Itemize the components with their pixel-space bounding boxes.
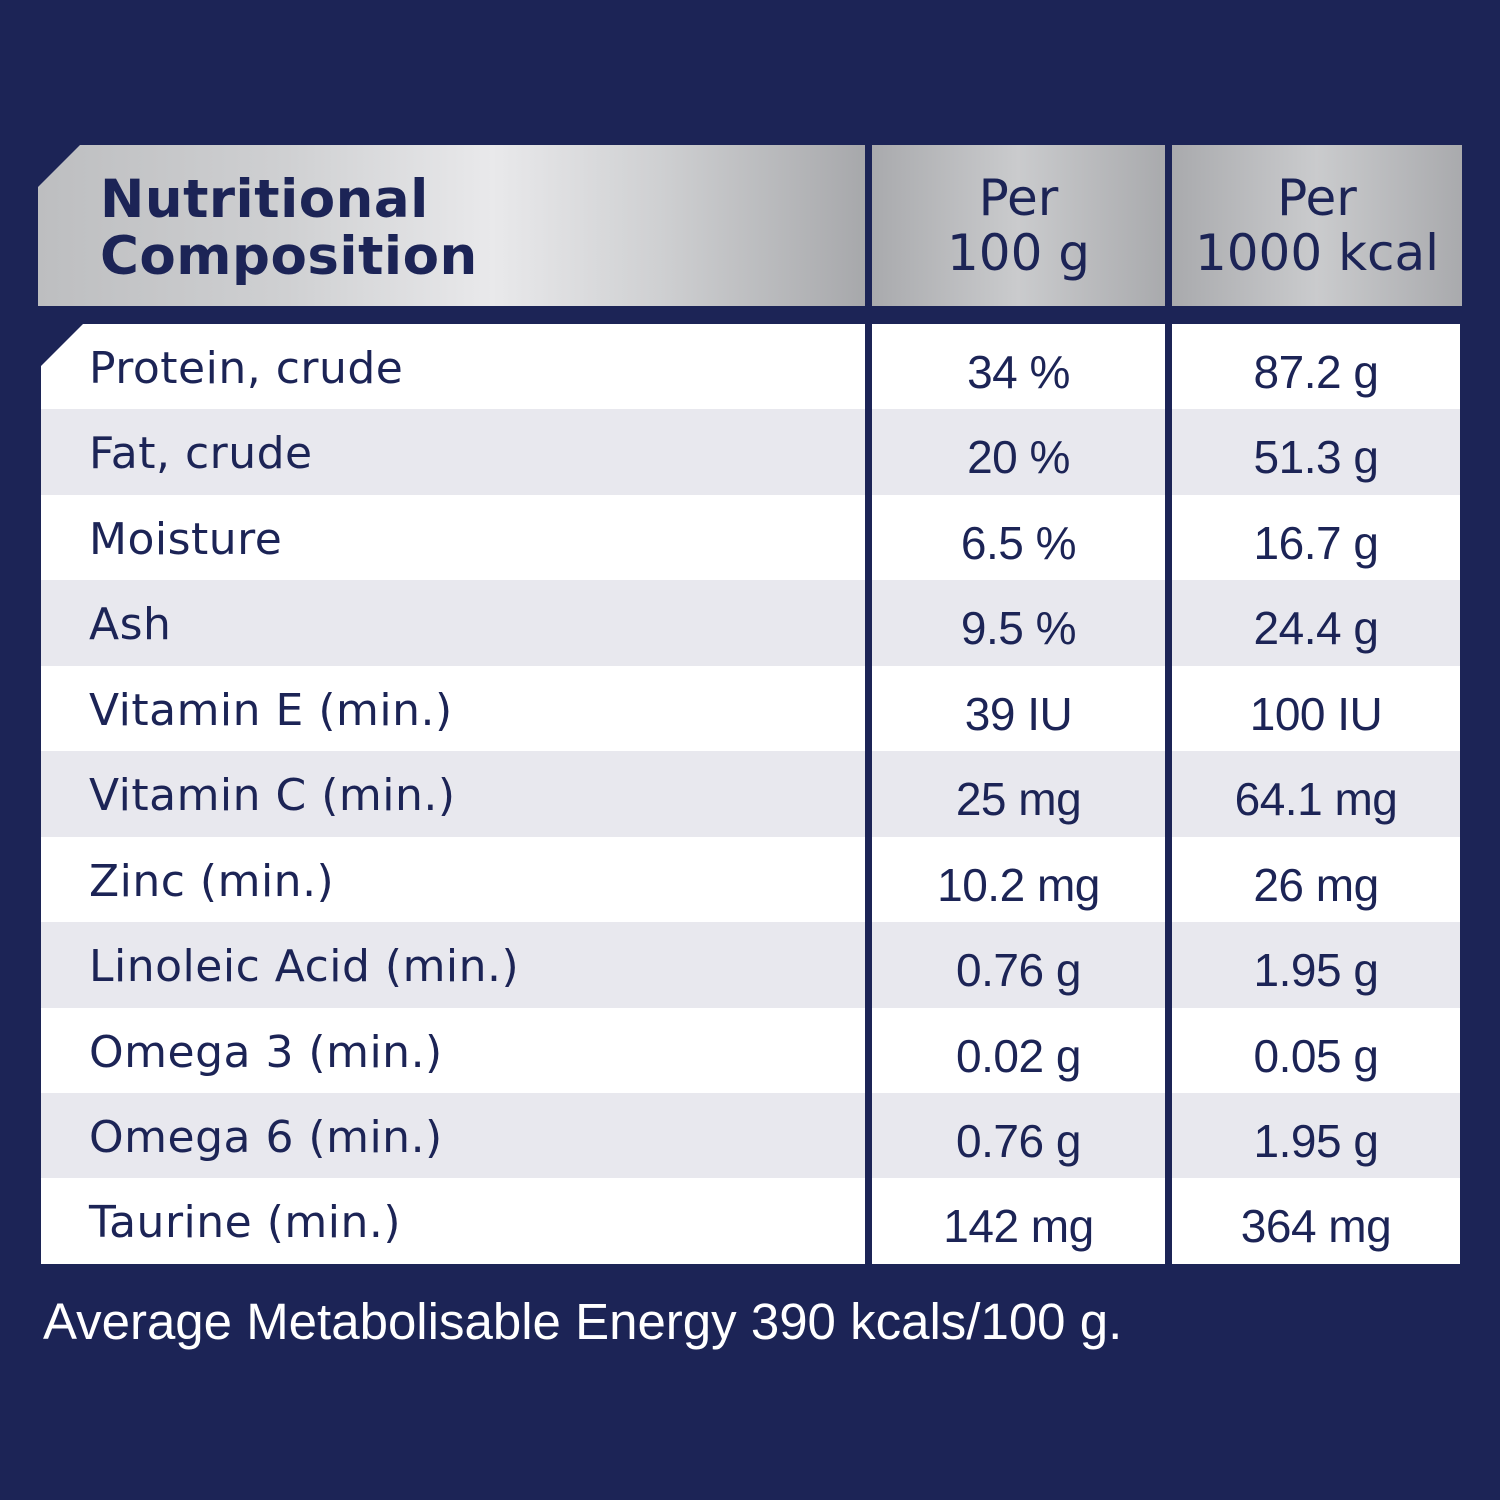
- header-title-line1: Nutritional: [100, 169, 429, 230]
- header-per-100g-line2: 100 g: [946, 224, 1091, 282]
- value-per-100g: 9.5 %: [872, 580, 1165, 666]
- nutrient-name: Taurine (min.): [41, 1178, 865, 1264]
- header-nutritional-composition: Nutritional Composition: [38, 145, 865, 306]
- value-per-100g: 39 IU: [872, 665, 1165, 752]
- nutrient-name: Zinc (min.): [41, 836, 865, 923]
- nutrient-name: Omega 6 (min.): [41, 1092, 865, 1179]
- value-per-1000kcal: 87.2 g: [1172, 324, 1460, 410]
- value-per-100g: 142 mg: [872, 1178, 1165, 1264]
- header-per-1000kcal: Per 1000 kcal: [1172, 145, 1462, 306]
- value-per-100g: 34 %: [872, 324, 1165, 410]
- nutrient-name-column: Protein, crude Fat, crude Moisture Ash V…: [41, 324, 865, 1264]
- value-per-1000kcal: 1.95 g: [1172, 1092, 1460, 1179]
- value-per-100g: 10.2 mg: [872, 836, 1165, 923]
- value-per-100g: 25 mg: [872, 751, 1165, 837]
- value-per-1000kcal: 24.4 g: [1172, 580, 1460, 666]
- nutrient-name: Ash: [41, 580, 865, 666]
- header-per-1000kcal-line1: Per: [1277, 169, 1357, 227]
- value-per-100g: 0.76 g: [872, 922, 1165, 1008]
- per-1000kcal-column: 87.2 g 51.3 g 16.7 g 24.4 g 100 IU 64.1 …: [1172, 324, 1460, 1264]
- header-per-100g-line1: Per: [978, 169, 1059, 227]
- value-per-100g: 20 %: [872, 409, 1165, 495]
- value-per-1000kcal: 0.05 g: [1172, 1007, 1460, 1093]
- value-per-100g: 0.76 g: [872, 1092, 1165, 1179]
- nutrient-name: Protein, crude: [41, 324, 865, 410]
- nutrient-name: Moisture: [41, 494, 865, 581]
- header-per-1000kcal-line2: 1000 kcal: [1194, 224, 1440, 282]
- value-per-1000kcal: 1.95 g: [1172, 922, 1460, 1008]
- value-per-100g: 6.5 %: [872, 494, 1165, 581]
- nutrient-name: Linoleic Acid (min.): [41, 922, 865, 1008]
- header-title-line2: Composition: [100, 226, 478, 287]
- value-per-1000kcal: 51.3 g: [1172, 409, 1460, 495]
- value-per-1000kcal: 100 IU: [1172, 665, 1460, 752]
- nutrient-name: Fat, crude: [41, 409, 865, 495]
- value-per-100g: 0.02 g: [872, 1007, 1165, 1093]
- nutrient-name: Vitamin E (min.): [41, 665, 865, 752]
- value-per-1000kcal: 26 mg: [1172, 836, 1460, 923]
- metabolisable-energy-note: Average Metabolisable Energy 390 kcals/1…: [43, 1293, 1123, 1350]
- value-per-1000kcal: 16.7 g: [1172, 494, 1460, 581]
- value-per-1000kcal: 64.1 mg: [1172, 751, 1460, 837]
- per-100g-column: 34 % 20 % 6.5 % 9.5 % 39 IU 25 mg 10.2 m…: [872, 324, 1165, 1264]
- value-per-1000kcal: 364 mg: [1172, 1178, 1460, 1264]
- header-per-100g: Per 100 g: [872, 145, 1165, 306]
- nutrient-name: Omega 3 (min.): [41, 1007, 865, 1093]
- nutrient-name: Vitamin C (min.): [41, 751, 865, 837]
